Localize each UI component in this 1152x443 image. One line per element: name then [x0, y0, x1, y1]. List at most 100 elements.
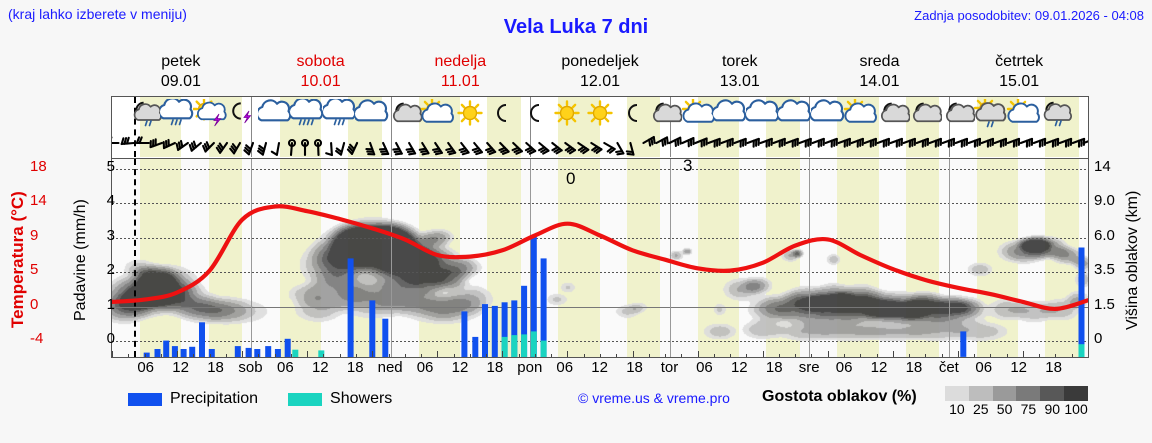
day-separator [949, 97, 950, 157]
wind-barb-flag [485, 146, 493, 152]
axis-tick [795, 354, 796, 357]
time-axis-label: 18 [346, 359, 364, 376]
axis-tick [600, 354, 601, 357]
wind-barb-flag [203, 143, 209, 151]
wind-barb-flag [257, 147, 265, 154]
precipitation-bar [245, 347, 252, 357]
time-axis-label: 06 [696, 359, 713, 376]
gridline [112, 341, 1088, 342]
gridline [112, 238, 1088, 239]
wind-barb-flag [486, 148, 495, 154]
axis-tick [942, 354, 943, 357]
axis-tick [1039, 354, 1040, 357]
wind-barb-flag [138, 136, 143, 145]
weather-icon-sun [583, 99, 617, 129]
axis-tick [730, 354, 731, 357]
day-date: 14.01 [859, 73, 900, 90]
wind-barb-flag [433, 149, 442, 154]
wind-barb-flag [511, 146, 520, 152]
time-axis-label: 12 [311, 359, 329, 376]
wind-barb-flag [580, 147, 588, 153]
precipitation-legend: Precipitation Showers [128, 388, 392, 410]
plot-inner: 137115906396128139 [112, 159, 1088, 357]
wind-barb-flag [175, 142, 180, 151]
time-axis-label: sre [798, 359, 820, 376]
wind-barb-shaft [316, 141, 320, 157]
current-time-marker [134, 97, 136, 157]
day-separator [670, 97, 671, 157]
wind-barb-flag [663, 137, 667, 146]
axis-tick [860, 354, 861, 357]
axis-tick-label: 3 [106, 227, 115, 244]
day-date: 15.01 [999, 73, 1040, 90]
weather-icon-cloud [713, 99, 747, 129]
wind-barb-flag [135, 136, 141, 145]
day-separator [391, 97, 392, 157]
precipitation-bar [265, 346, 272, 357]
gridline [112, 307, 1088, 308]
wind-barb-flag [393, 150, 402, 153]
day-separator [251, 97, 252, 157]
weather-icon-moon-cloud-rain [1038, 99, 1073, 129]
day-name: torek [721, 53, 758, 70]
axis-tick [779, 354, 780, 357]
weather-icon-moon-cloud [908, 99, 943, 129]
axis-tick-label: 0 [30, 296, 39, 313]
weather-icon-cloud-rain [160, 99, 194, 129]
time-axis-label: 18 [626, 359, 643, 376]
wind-barb-flag [648, 138, 652, 147]
wind-barb-flag [120, 137, 125, 146]
axis-tick-label: 14 [30, 192, 47, 209]
time-axis-label: 12 [591, 359, 608, 376]
precipitation-bar [163, 340, 170, 357]
time-axis-label: 12 [172, 359, 189, 376]
weather-icon-moon-cloud-rain [128, 99, 162, 129]
wind-barb-flag [555, 149, 563, 155]
wind-barb-flag [202, 144, 207, 153]
precipitation-bar [540, 258, 547, 357]
wind-barb-flag [408, 152, 417, 156]
meteogram-plot: 137115906396128139 [111, 158, 1089, 358]
wind-barb-flag [434, 151, 443, 156]
axis-tick [502, 351, 503, 357]
axis-tick [210, 354, 211, 357]
wind-barbs-layer [105, 129, 1096, 157]
cloud-density-ramp [945, 386, 1088, 401]
day-name: nedelja [434, 53, 487, 70]
axis-tick [877, 354, 878, 357]
day-date: 10.01 [300, 73, 341, 90]
cloud-density-tick-label: 90 [1044, 401, 1061, 417]
wind-barb-flag [335, 149, 343, 156]
wind-barb-shaft [330, 141, 333, 157]
day-date: 13.01 [719, 73, 760, 90]
axis-tick [763, 351, 764, 357]
wind-barb-flag [270, 150, 278, 156]
precipitation-bar [180, 349, 187, 357]
day-header-2: sobota 10.01 [251, 52, 391, 96]
axis-tick [990, 354, 991, 357]
wind-barb-flag [577, 145, 585, 152]
cloud-density-tick-label: 100 [1064, 401, 1088, 417]
wind-barb-flag [542, 149, 550, 155]
day-name: ponedeljek [561, 53, 639, 70]
wind-barb-flag [405, 147, 414, 151]
day-name: četrtek [995, 53, 1044, 70]
showers-bar [521, 334, 528, 357]
axis-tick [958, 351, 959, 357]
time-axis-label: 12 [451, 359, 469, 376]
credit-text[interactable]: © vreme.us & vreme.pro [578, 390, 730, 406]
wind-barb-flag [593, 146, 601, 153]
wind-barb-flag [674, 139, 677, 148]
axis-tick [519, 354, 520, 357]
time-axis-label: 12 [730, 359, 748, 376]
cloud-density-ramp-cell [968, 386, 993, 401]
wind-barb-flag [564, 145, 572, 152]
cloud-density-legend-title: Gostota oblakov (%) [762, 388, 917, 405]
precipitation-bar [369, 300, 376, 357]
wind-barb-flag [257, 149, 264, 156]
wind-barb-flag [661, 138, 665, 147]
precipitation-bar [501, 302, 508, 357]
wind-barb-flag [346, 148, 354, 155]
day-header-6: sreda 14.01 [810, 52, 950, 96]
weather-icon-cloud [810, 99, 845, 129]
